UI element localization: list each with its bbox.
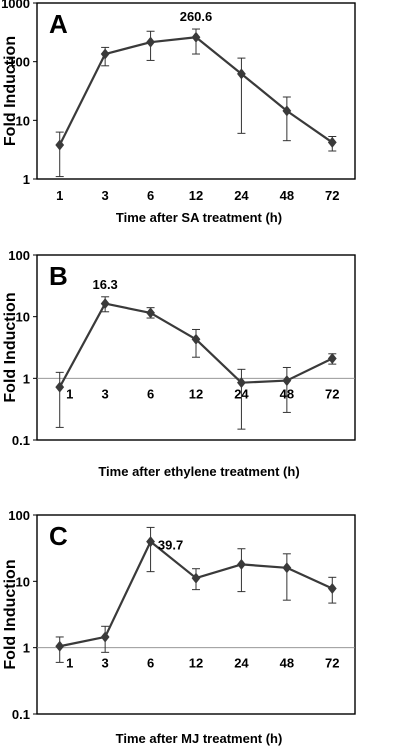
x-tick-label: 24 bbox=[234, 656, 249, 671]
x-axis-title: Time after SA treatment (h) bbox=[116, 210, 282, 225]
x-tick-label: 12 bbox=[189, 656, 203, 671]
x-tick-label: 3 bbox=[102, 656, 109, 671]
plot-frame bbox=[36, 254, 356, 441]
panel-a: 1 10 100 1000 Fold Induction 1 3 6 12 24 48 72 Time … bbox=[1, 0, 356, 225]
x-tick-label: 12 bbox=[189, 386, 203, 401]
y-tick-label: 10 bbox=[16, 310, 30, 325]
data-point bbox=[237, 377, 246, 389]
panel-letter: B bbox=[49, 261, 68, 291]
x-tick-label: 72 bbox=[325, 386, 339, 401]
data-point bbox=[55, 640, 65, 652]
x-tick-label: 1 bbox=[56, 188, 63, 203]
data-point bbox=[237, 68, 246, 80]
x-tick-label: 3 bbox=[102, 386, 109, 401]
y-tick-label: 1 bbox=[23, 172, 30, 187]
data-point bbox=[146, 36, 155, 48]
y-tick-label: 1000 bbox=[1, 0, 30, 11]
y-tick-label: 1 bbox=[23, 371, 30, 386]
data-point bbox=[282, 562, 292, 574]
y-tick-label: 10 bbox=[16, 574, 30, 589]
data-point bbox=[282, 105, 292, 117]
x-tick-label: 24 bbox=[234, 188, 249, 203]
y-tick-label: 10 bbox=[16, 113, 30, 128]
data-point bbox=[327, 352, 337, 364]
plot-frame bbox=[36, 2, 356, 180]
x-axis-title: Time after ethylene treatment (h) bbox=[98, 464, 299, 479]
x-tick-label: 1 bbox=[66, 656, 73, 671]
x-tick-label: 48 bbox=[280, 188, 294, 203]
data-point bbox=[146, 536, 155, 548]
data-point bbox=[100, 48, 110, 60]
y-tick-label: 100 bbox=[8, 248, 30, 263]
panel-c: 0.1 1 10 100 Fold Induction 1 3 6 12 24 48 72 Time a… bbox=[2, 508, 356, 746]
peak-annotation: 260.6 bbox=[180, 9, 213, 24]
x-tick-label: 72 bbox=[325, 656, 339, 671]
data-point bbox=[146, 307, 155, 319]
panel-letter: A bbox=[49, 9, 68, 39]
data-point bbox=[55, 381, 65, 393]
plot-frame bbox=[36, 514, 356, 715]
x-axis-title: Time after MJ treatment (h) bbox=[116, 731, 283, 746]
data-point bbox=[327, 582, 337, 594]
panel-letter: C bbox=[49, 521, 68, 551]
data-point bbox=[55, 139, 65, 151]
y-tick-label: 0.1 bbox=[12, 433, 30, 448]
data-point bbox=[191, 31, 201, 43]
x-tick-label: 3 bbox=[102, 188, 109, 203]
x-tick-label: 6 bbox=[147, 188, 154, 203]
x-tick-label: 72 bbox=[325, 188, 339, 203]
x-tick-label: 1 bbox=[66, 386, 73, 401]
data-point bbox=[100, 631, 110, 643]
x-tick-label: 6 bbox=[147, 386, 154, 401]
y-tick-label: 100 bbox=[8, 508, 30, 523]
y-tick-label: 0.1 bbox=[12, 707, 30, 722]
data-point bbox=[327, 136, 337, 148]
data-point bbox=[237, 558, 246, 570]
x-tick-label: 48 bbox=[280, 656, 294, 671]
y-axis-title: Fold Induction bbox=[2, 36, 19, 146]
data-point bbox=[282, 375, 292, 387]
peak-annotation: 39.7 bbox=[158, 537, 183, 552]
data-point bbox=[191, 333, 201, 345]
series-line bbox=[59, 540, 333, 648]
y-tick-label: 1 bbox=[23, 641, 30, 656]
peak-annotation: 16.3 bbox=[92, 277, 117, 292]
y-axis-title: Fold Induction bbox=[2, 559, 19, 669]
data-point bbox=[191, 572, 201, 584]
y-tick-label: 100 bbox=[8, 55, 30, 70]
y-axis-title: Fold Induction bbox=[2, 292, 19, 402]
x-tick-label: 12 bbox=[189, 188, 203, 203]
x-tick-label: 6 bbox=[147, 656, 154, 671]
data-point bbox=[100, 298, 110, 310]
